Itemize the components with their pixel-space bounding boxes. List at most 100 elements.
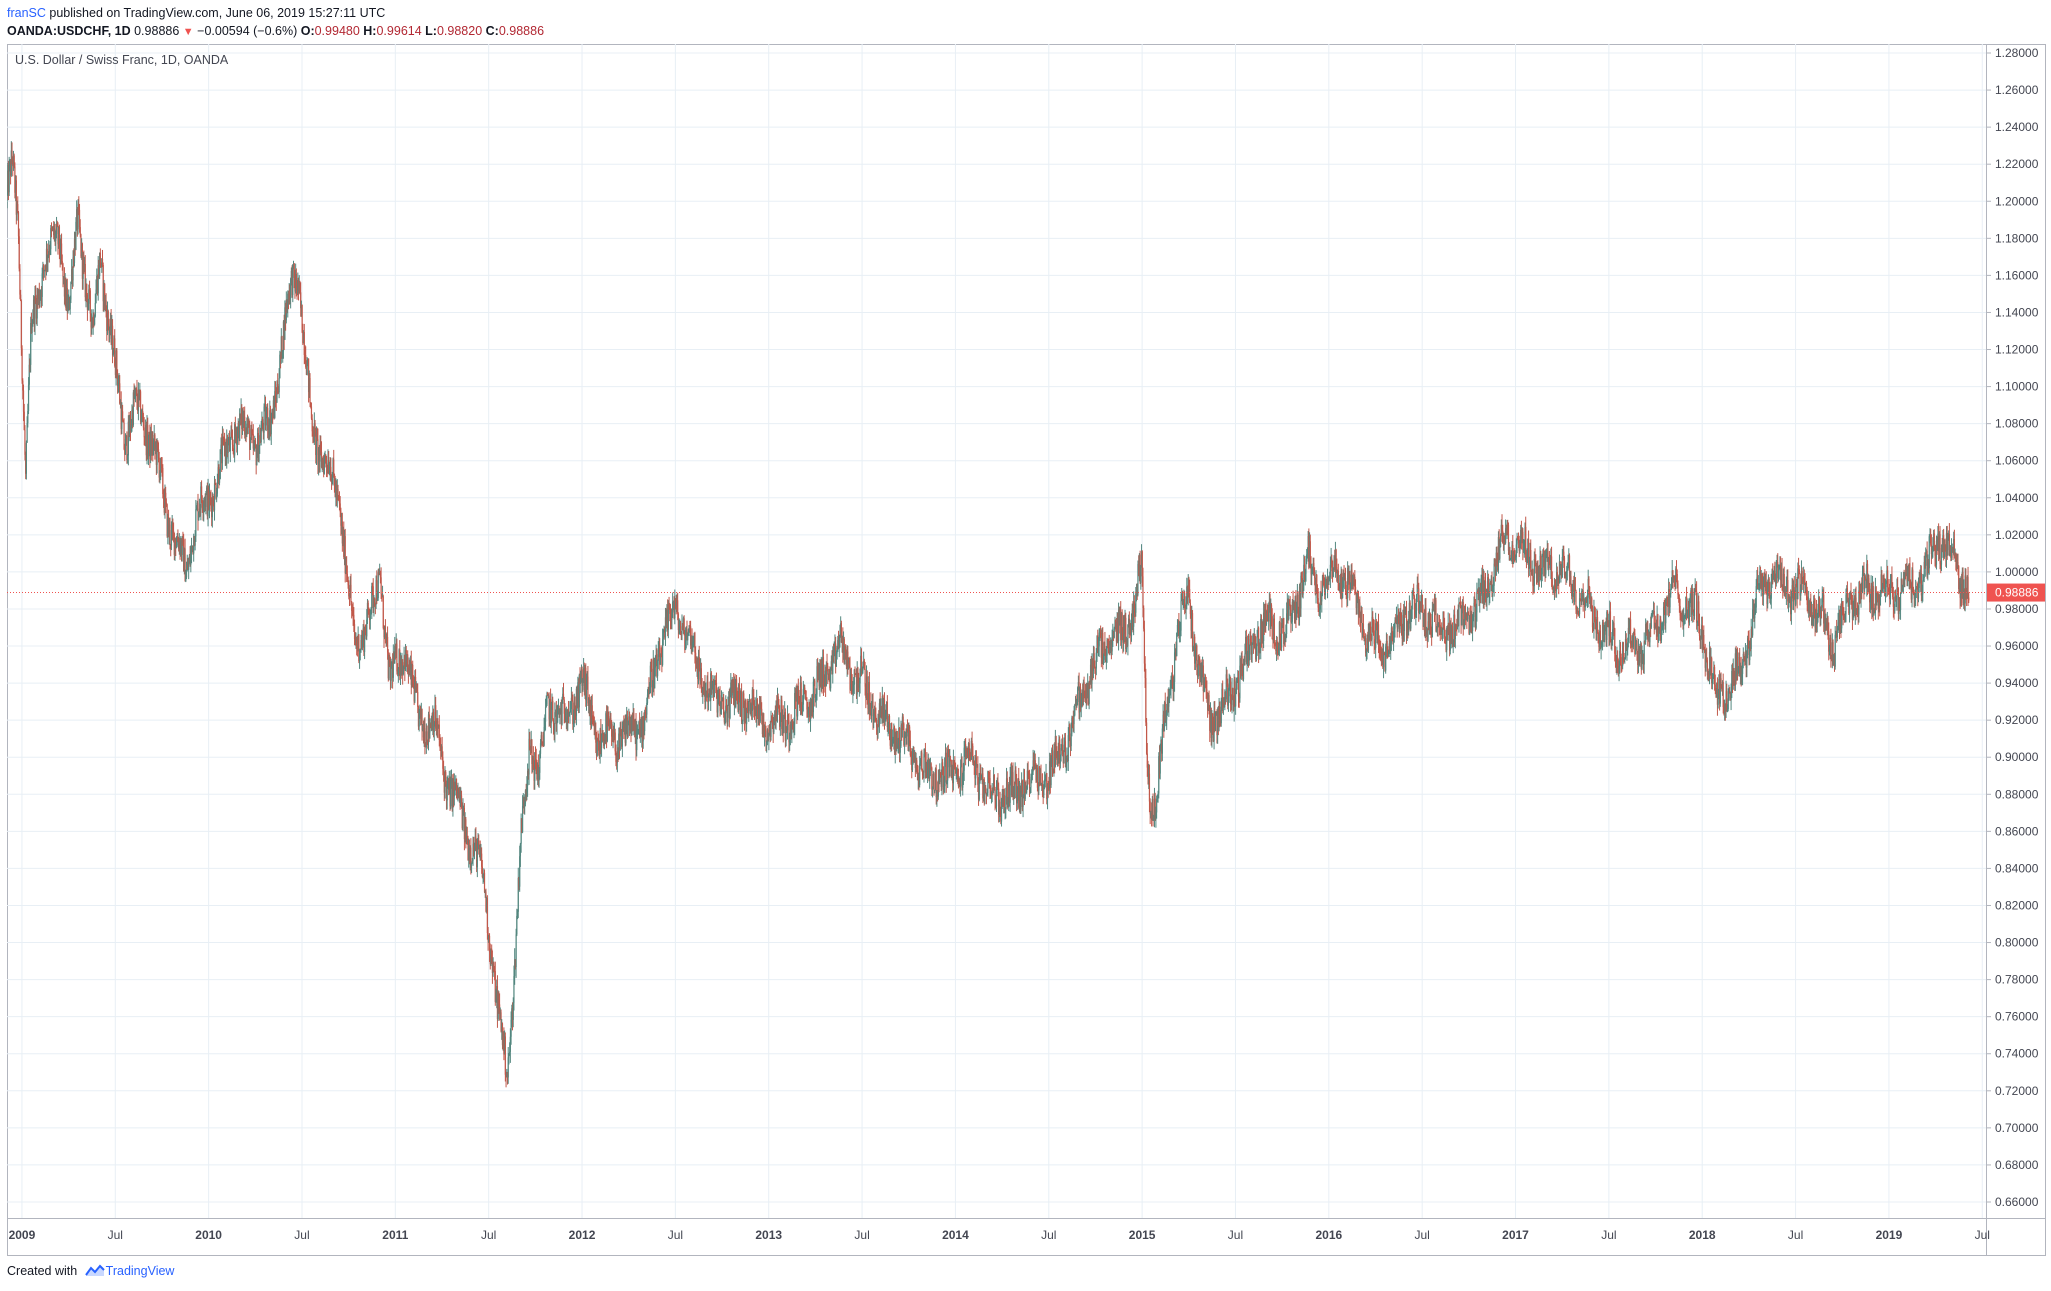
candle-body	[1121, 612, 1123, 632]
candle-body	[1373, 630, 1375, 644]
candle-body	[1392, 640, 1394, 643]
candle-body	[1663, 606, 1665, 608]
candle-body	[893, 727, 895, 740]
published-text: published on TradingView.com, June 06, 2…	[49, 6, 386, 20]
candle-body	[1424, 607, 1426, 632]
candle-body	[193, 536, 196, 546]
candle-body	[1095, 652, 1097, 669]
candle-body	[1592, 627, 1594, 630]
candle-body	[1479, 588, 1482, 596]
candle-body	[1098, 632, 1100, 647]
candle-body	[650, 665, 652, 669]
candle-body	[1666, 602, 1668, 606]
candle-body	[1426, 630, 1428, 635]
candle-body	[659, 656, 662, 665]
candle-body	[540, 735, 542, 744]
candle-body	[1543, 559, 1545, 568]
candle-body	[1154, 798, 1156, 820]
candle-body	[1085, 691, 1087, 700]
candle-body	[1517, 536, 1519, 539]
candle-body	[1447, 623, 1449, 633]
candle-body	[1352, 583, 1354, 586]
candle-body	[795, 691, 797, 699]
candle-body	[333, 473, 336, 485]
candle-body	[794, 692, 797, 699]
candle-body	[1431, 634, 1433, 638]
candle-body	[921, 770, 924, 776]
chart-svg[interactable]: 1.280001.260001.240001.220001.200001.180…	[7, 44, 2046, 1256]
author-link[interactable]: franSC	[7, 6, 46, 20]
candle-body	[1529, 550, 1531, 565]
candle-body	[1436, 623, 1438, 629]
candle-body	[1092, 653, 1095, 671]
candle-body	[954, 769, 957, 773]
candle-body	[506, 1076, 508, 1078]
candle-body	[1056, 751, 1058, 760]
candle-body	[1737, 667, 1739, 672]
candle-body	[1565, 572, 1567, 579]
candle-body	[351, 610, 353, 613]
candle-body	[499, 1012, 501, 1014]
candle-body	[534, 752, 536, 781]
candle-body	[1186, 586, 1188, 603]
candle-body	[1069, 741, 1072, 747]
candle-body	[1276, 642, 1278, 645]
candle-body	[626, 717, 628, 725]
candle-body	[998, 801, 1000, 815]
candle-body	[1433, 604, 1435, 610]
time-tick-label: Jul	[1228, 1228, 1243, 1242]
candle-body	[251, 428, 253, 435]
candle-body	[791, 723, 793, 734]
chart-area[interactable]: 1.28000 1.26000 1.24000 1.22000 1.20000 1.180…	[7, 44, 2046, 1256]
candle-body	[1516, 536, 1518, 545]
candle-body	[1706, 660, 1708, 676]
candle-body	[273, 400, 275, 418]
candle-body	[987, 771, 989, 794]
candle-body	[775, 704, 777, 722]
candle-body	[1155, 812, 1157, 820]
candle-body	[331, 476, 333, 483]
candle-body	[770, 720, 772, 737]
candle-body	[1656, 614, 1658, 633]
candle-body	[1689, 597, 1691, 608]
candle-body	[1301, 575, 1303, 579]
candle-body	[1657, 614, 1659, 641]
candle-body	[1486, 589, 1488, 601]
candle-body	[1028, 773, 1030, 777]
candle-body	[547, 695, 550, 697]
candle-body	[1511, 544, 1513, 555]
candle-body	[738, 684, 740, 711]
candle-body	[1594, 616, 1596, 630]
candle-body	[1617, 667, 1619, 673]
candle-body	[1227, 684, 1229, 706]
candle-body	[64, 278, 66, 297]
candle-body	[469, 847, 471, 861]
candle-body	[872, 701, 874, 721]
candle-body	[632, 713, 634, 732]
candle-body	[1466, 616, 1468, 620]
candle-body	[1587, 578, 1589, 598]
candle-body	[932, 774, 934, 788]
candle-body	[1011, 772, 1013, 796]
candle-body	[698, 656, 700, 669]
candle-body	[32, 318, 34, 325]
candle-body	[1042, 788, 1044, 796]
candle-body	[1736, 652, 1739, 672]
candle-body	[298, 282, 300, 291]
candle-body	[997, 781, 999, 789]
candle-body	[431, 718, 433, 731]
candle-body	[40, 292, 42, 298]
candle-body	[176, 537, 178, 546]
candle-body	[1355, 593, 1357, 609]
candle-body	[1204, 681, 1206, 688]
candle-body	[628, 716, 631, 731]
candle-body	[1022, 794, 1024, 808]
candle-body	[1353, 576, 1355, 586]
candle-body	[621, 731, 623, 747]
candle-body	[1323, 577, 1325, 586]
candle-body	[690, 636, 692, 646]
candle-body	[293, 263, 295, 278]
candle-body	[682, 618, 685, 630]
candle-body	[897, 743, 899, 749]
candle-body	[450, 779, 453, 781]
